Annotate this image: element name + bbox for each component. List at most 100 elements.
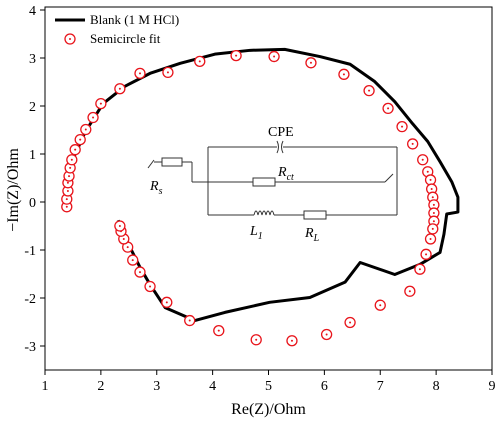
circuit-label-main: L <box>249 224 258 239</box>
circuit-label: L1 <box>249 224 263 242</box>
point-dot <box>368 89 371 92</box>
point-dot <box>387 107 390 110</box>
point-dot <box>66 189 69 192</box>
resistor <box>252 177 276 187</box>
point-dot <box>99 102 102 105</box>
data-point <box>305 57 317 69</box>
point-dot <box>408 290 411 293</box>
data-point <box>417 154 429 166</box>
x-tick-label: 1 <box>42 379 49 394</box>
point-dot <box>74 148 77 151</box>
x-tick-label: 4 <box>209 379 216 394</box>
data-point <box>414 263 426 275</box>
circuit-label-sub: s <box>159 186 163 197</box>
point-dot <box>421 158 424 161</box>
data-point <box>87 111 99 124</box>
circuit-wire <box>384 173 394 183</box>
circuit-label: RL <box>304 226 320 244</box>
circuit-label-main: R <box>149 179 159 194</box>
point-dot <box>79 138 82 141</box>
point-dot <box>66 181 69 184</box>
data-point <box>74 133 86 146</box>
circuit-label-sub: ct <box>287 172 294 183</box>
circuit-label-main: CPE <box>268 125 294 140</box>
point-dot <box>69 166 72 169</box>
circuit-label-sub: L <box>313 233 320 244</box>
point-dot <box>401 125 404 128</box>
x-tick-label: 7 <box>377 379 384 394</box>
point-dot <box>138 72 141 75</box>
data-point <box>320 328 333 341</box>
data-point <box>194 55 206 68</box>
point-dot <box>418 268 421 271</box>
circuit-label: CPE <box>268 125 294 140</box>
point-dot <box>118 225 121 227</box>
data-point <box>213 324 225 337</box>
point-dot <box>188 319 191 322</box>
data-point <box>286 335 298 347</box>
point-dot <box>68 175 71 178</box>
point-dot <box>432 220 435 223</box>
point-dot <box>432 203 435 206</box>
point-dot <box>425 253 428 256</box>
point-dot <box>65 205 68 208</box>
point-dot <box>349 321 352 324</box>
point-dot <box>198 60 201 63</box>
point-dot <box>432 212 435 215</box>
data-point <box>338 68 350 80</box>
x-tick-label: 6 <box>321 379 328 394</box>
data-point <box>80 123 92 136</box>
point-dot <box>217 329 220 332</box>
data-point <box>382 102 394 115</box>
circuit-label: Rs <box>149 179 163 197</box>
point-dot <box>426 170 429 173</box>
legend-label: Semicircle fit <box>90 31 161 46</box>
inductor <box>253 210 275 216</box>
y-tick-label: 3 <box>29 52 36 67</box>
point-dot <box>84 128 87 131</box>
resistor <box>303 210 327 220</box>
point-dot <box>309 61 312 64</box>
y-tick-label: -1 <box>24 244 36 259</box>
point-dot <box>65 198 68 201</box>
point-dot <box>166 71 169 74</box>
x-tick-label: 3 <box>153 379 160 394</box>
data-point <box>407 138 419 150</box>
point-dot <box>92 116 95 119</box>
data-point <box>427 223 439 235</box>
point-dot <box>126 246 129 249</box>
data-point <box>114 220 126 232</box>
data-point <box>95 97 107 110</box>
data-point <box>250 334 262 346</box>
data-point <box>162 66 174 79</box>
legend-swatch-dot <box>69 38 71 40</box>
data-point <box>161 296 173 308</box>
circuit-label-sub: 1 <box>258 231 263 242</box>
point-dot <box>149 285 152 288</box>
circuit-label-main: R <box>277 165 287 180</box>
point-dot <box>131 259 134 262</box>
data-point <box>404 285 416 297</box>
data-point <box>424 174 437 186</box>
point-dot <box>290 339 293 342</box>
point-dot <box>325 333 328 336</box>
y-tick-label: -3 <box>24 340 36 355</box>
data-point <box>268 50 280 63</box>
legend-label: Blank (1 M HCl) <box>90 12 179 27</box>
data-point <box>396 120 408 133</box>
data-point <box>184 314 196 327</box>
x-tick-label: 9 <box>489 379 496 394</box>
point-dot <box>273 55 276 58</box>
circuit-label-main: R <box>304 226 314 241</box>
data-point <box>134 67 146 80</box>
data-point <box>424 233 437 245</box>
point-dot <box>431 227 434 230</box>
circuit-wire <box>147 159 155 169</box>
equivalent-circuit <box>147 140 398 220</box>
y-axis-label: −Im(Z)/Ohm <box>5 148 22 232</box>
x-tick-label: 8 <box>433 379 440 394</box>
point-dot <box>430 188 433 191</box>
point-dot <box>70 158 73 161</box>
y-tick-label: 0 <box>29 196 36 211</box>
